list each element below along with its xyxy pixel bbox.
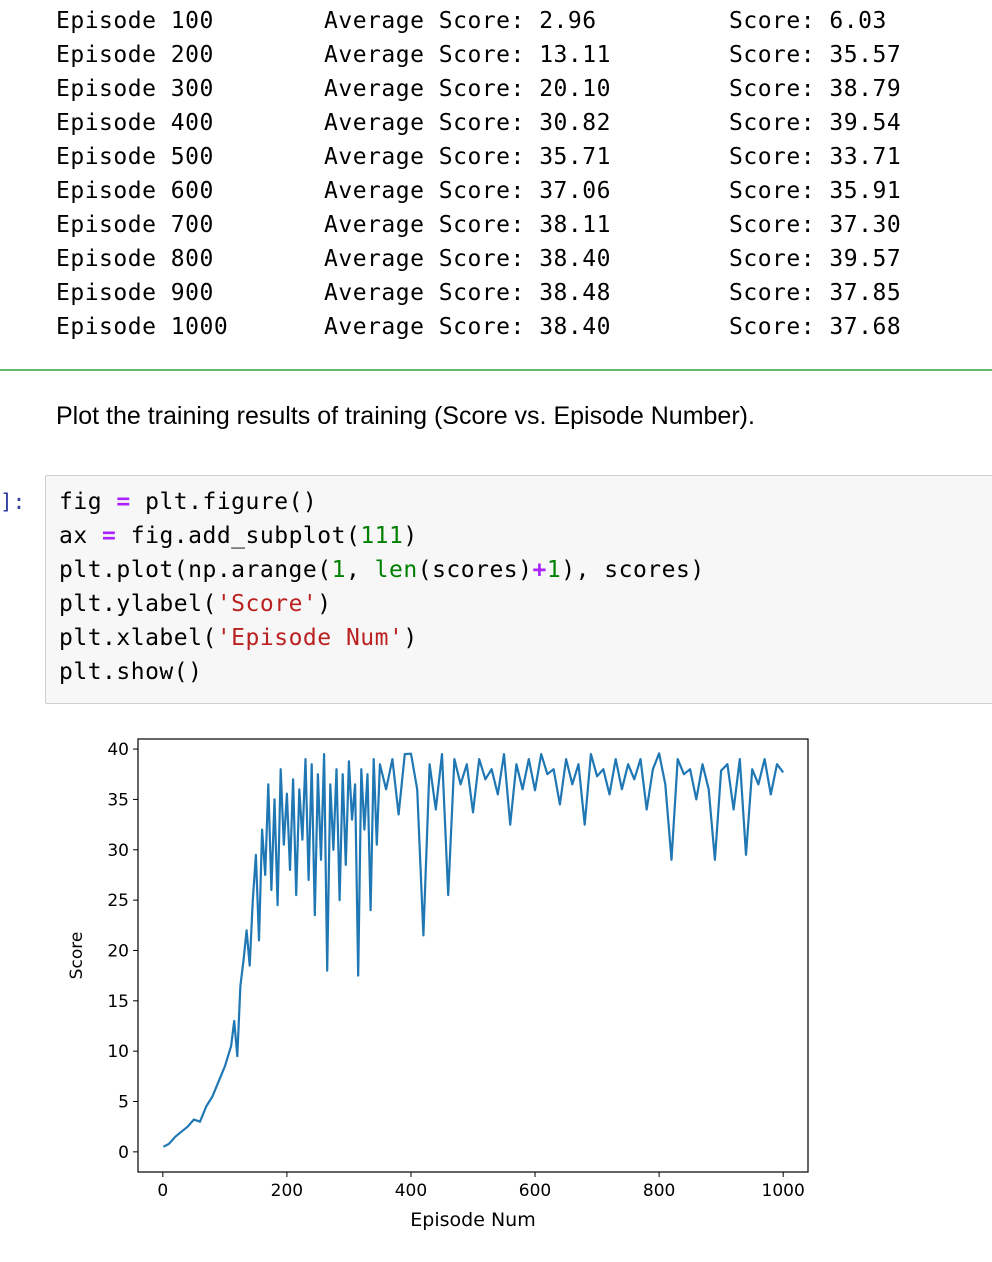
- log-episode: Episode 600: [56, 178, 214, 204]
- code-token: plt.figure(): [130, 489, 318, 515]
- code-token: fig: [59, 489, 117, 515]
- y-axis-label: Score: [67, 932, 87, 980]
- x-tick-label: 200: [271, 1181, 303, 1201]
- log-line: Episode 200 Average Score: 13.11 Score: 35…: [0, 38, 992, 72]
- cell-separator: [0, 369, 992, 371]
- log-line: Episode 500 Average Score: 35.71 Score: 33…: [0, 140, 992, 174]
- x-tick-label: 400: [395, 1181, 427, 1201]
- log-average-score: Average Score: 30.82: [324, 110, 611, 136]
- log-score: Score: 39.54: [729, 110, 902, 136]
- log-average-score: Average Score: 37.06: [324, 178, 611, 204]
- y-tick-label: 15: [107, 992, 129, 1012]
- code-line: plt.show(): [59, 659, 202, 693]
- y-tick-label: 25: [107, 891, 129, 911]
- code-token: 1: [546, 557, 562, 583]
- log-score: Score: 39.57: [729, 246, 902, 272]
- log-score: Score: 35.91: [729, 178, 902, 204]
- log-episode: Episode 200: [56, 42, 214, 68]
- y-tick-label: 30: [107, 841, 129, 861]
- log-episode: Episode 1000: [56, 314, 229, 340]
- code-token: ): [403, 625, 418, 651]
- code-line: plt.xlabel('Episode Num'): [59, 625, 418, 659]
- x-tick-label: 600: [519, 1181, 551, 1201]
- log-score: Score: 38.79: [729, 76, 902, 102]
- log-score: Score: 37.68: [729, 314, 902, 340]
- x-tick-label: 1000: [762, 1181, 805, 1201]
- code-line: ax = fig.add_subplot(111): [59, 523, 418, 557]
- code-line: fig = plt.figure(): [59, 489, 317, 523]
- code-token: 'Episode Num': [216, 625, 404, 651]
- code-token: =: [102, 523, 117, 549]
- log-line: Episode 700 Average Score: 38.11 Score: 37…: [0, 208, 992, 242]
- y-tick-label: 5: [118, 1093, 129, 1113]
- code-line: plt.ylabel('Score'): [59, 591, 332, 625]
- code-cell[interactable]: fig = plt.figure() ax = fig.add_subplot(1…: [45, 475, 992, 704]
- log-average-score: Average Score: 38.48: [324, 280, 611, 306]
- plot-frame: [137, 738, 809, 1173]
- log-episode: Episode 800: [56, 246, 214, 272]
- code-token: 1: [331, 557, 346, 583]
- code-token: ax: [59, 523, 103, 549]
- log-episode: Episode 400: [56, 110, 214, 136]
- code-token: ): [317, 591, 332, 617]
- code-token: plt.plot(np.arange(: [59, 557, 332, 583]
- code-token: len: [374, 557, 418, 583]
- code-token: 'Score': [216, 591, 318, 617]
- score-chart-svg: 0 200 400 600 800 1000 0 5 10 15 20 25 30 35 40 Episode…: [67, 738, 809, 1231]
- log-average-score: Average Score: 35.71: [324, 144, 611, 170]
- log-line: Episode 1000 Average Score: 38.40 Score: 3…: [0, 310, 992, 344]
- log-score: Score: 35.57: [729, 42, 902, 68]
- y-tick-label: 35: [107, 790, 129, 810]
- code-token: =: [116, 489, 131, 515]
- log-episode: Episode 700: [56, 212, 214, 238]
- code-token: plt.xlabel(: [59, 625, 217, 651]
- x-axis-label: Episode Num: [410, 1209, 535, 1231]
- x-tick-label: 0: [157, 1181, 168, 1201]
- code-token: ), scores): [561, 557, 705, 583]
- log-line: Episode 600 Average Score: 37.06 Score: 35…: [0, 174, 992, 208]
- log-line: Episode 400 Average Score: 30.82 Score: 39…: [0, 106, 992, 140]
- log-line: Episode 900 Average Score: 38.48 Score: 37…: [0, 276, 992, 310]
- y-tick-label: 20: [107, 941, 129, 961]
- code-token: +: [532, 557, 547, 583]
- log-line: Episode 100 Average Score: 2.96 Score: 6.0…: [0, 4, 992, 38]
- log-average-score: Average Score: 13.11: [324, 42, 611, 68]
- log-episode: Episode 500: [56, 144, 214, 170]
- log-episode: Episode 100: [56, 8, 214, 34]
- code-token: ,: [345, 557, 375, 583]
- y-tick-label: 40: [107, 740, 129, 760]
- log-line: Episode 800 Average Score: 38.40 Score: 39…: [0, 242, 992, 276]
- score-series-line: [162, 752, 785, 1148]
- code-token: plt.show(): [59, 659, 203, 685]
- log-average-score: Average Score: 38.40: [324, 246, 611, 272]
- code-token: plt.ylabel(: [59, 591, 217, 617]
- score-plot: 0 200 400 600 800 1000 0 5 10 15 20 25 30 35 40 Episode…: [40, 728, 840, 1248]
- code-token: (scores): [417, 557, 533, 583]
- log-line: Episode 300 Average Score: 20.10 Score: 38…: [0, 72, 992, 106]
- code-token: fig.add_subplot(: [116, 523, 361, 549]
- log-average-score: Average Score: 2.96: [324, 8, 597, 34]
- x-tick-label: 800: [643, 1181, 675, 1201]
- code-token: 111: [360, 523, 404, 549]
- log-episode: Episode 300: [56, 76, 214, 102]
- log-score: Score: 37.30: [729, 212, 902, 238]
- log-episode: Episode 900: [56, 280, 214, 306]
- log-average-score: Average Score: 38.40: [324, 314, 611, 340]
- log-score: Score: 6.03: [729, 8, 887, 34]
- code-line: plt.plot(np.arange(1, len(scores)+1), sc…: [59, 557, 705, 591]
- log-average-score: Average Score: 38.11: [324, 212, 611, 238]
- code-token: ): [403, 523, 418, 549]
- log-score: Score: 33.71: [729, 144, 902, 170]
- markdown-cell-text: Plot the training results of training (S…: [56, 402, 755, 430]
- training-output-log: Episode 100 Average Score: 2.96 Score: 6.0…: [0, 0, 992, 370]
- y-tick-label: 0: [118, 1143, 129, 1163]
- log-average-score: Average Score: 20.10: [324, 76, 611, 102]
- log-score: Score: 37.85: [729, 280, 902, 306]
- y-tick-label: 10: [107, 1042, 129, 1062]
- input-prompt: ]:: [0, 490, 26, 514]
